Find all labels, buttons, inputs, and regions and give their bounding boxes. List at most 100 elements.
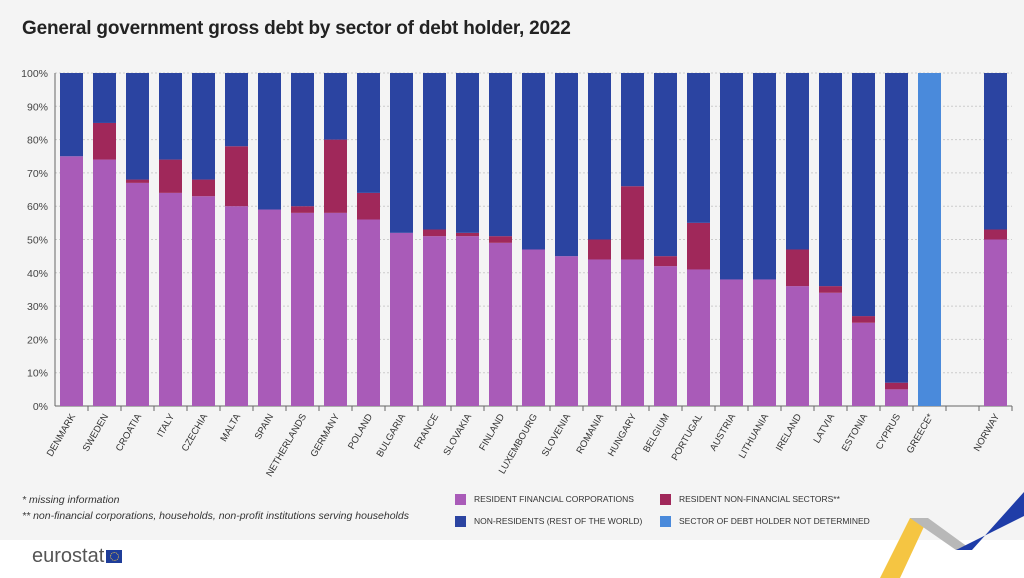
bar-segment-undetermined xyxy=(918,73,941,406)
bar-segment-nonresidents xyxy=(720,73,743,280)
bar-segment-financial xyxy=(390,232,413,406)
y-tick-label: 70% xyxy=(27,168,48,180)
legend-col-2: Resident non-financial sectors** Sector … xyxy=(660,488,870,532)
bar-segment-financial xyxy=(159,192,182,406)
bar-segment-financial xyxy=(720,279,743,406)
bar-segment-financial xyxy=(225,206,248,406)
bar-segment-nonfinancial xyxy=(687,222,710,270)
bar-segment-financial xyxy=(489,242,512,406)
y-tick-label: 80% xyxy=(27,135,48,147)
bar-segment-financial xyxy=(885,389,908,406)
bar-segment-nonfinancial xyxy=(588,239,611,260)
bar-segment-nonfinancial xyxy=(93,122,116,160)
bar-segment-financial xyxy=(93,159,116,406)
x-tick-label: SWEDEN xyxy=(81,412,111,454)
bar-segment-nonfinancial xyxy=(126,179,149,183)
bar-segment-nonresidents xyxy=(819,73,842,287)
bar-segment-nonfinancial xyxy=(357,192,380,220)
x-tick-label: HUNGARY xyxy=(606,411,640,458)
bar-segment-financial xyxy=(786,286,809,406)
bar-segment-financial xyxy=(456,236,479,406)
x-tick-label: FRANCE xyxy=(412,412,441,451)
bar-segment-nonresidents xyxy=(984,73,1007,230)
bar-segment-nonresidents xyxy=(588,73,611,240)
bar-segment-nonfinancial xyxy=(159,159,182,193)
y-tick-label: 90% xyxy=(27,101,48,113)
bar-segment-financial xyxy=(522,249,545,406)
bar-segment-nonresidents xyxy=(621,73,644,187)
y-tick-label: 0% xyxy=(33,401,48,413)
bar-segment-financial xyxy=(357,219,380,406)
bar-segment-nonresidents xyxy=(753,73,776,280)
x-tick-label: NORWAY xyxy=(972,411,1003,453)
x-tick-label: AUSTRIA xyxy=(708,411,738,453)
bar-segment-nonfinancial xyxy=(489,236,512,243)
x-tick-label: GERMANY xyxy=(309,411,343,459)
bar-segment-financial xyxy=(852,322,875,406)
bar-segment-nonresidents xyxy=(357,73,380,193)
y-tick-label: 60% xyxy=(27,201,48,213)
bar-segment-nonresidents xyxy=(324,73,347,140)
x-tick-label: SLOVENIA xyxy=(540,411,574,458)
legend-item-undetermined: Sector of debt holder not determined xyxy=(660,510,870,532)
bar-segment-nonresidents xyxy=(687,73,710,223)
x-tick-label: ITALY xyxy=(155,411,177,439)
bar-segment-nonresidents xyxy=(885,73,908,383)
bar-segment-financial xyxy=(588,259,611,406)
decorative-ribbon xyxy=(880,492,1024,578)
bar-segment-nonresidents xyxy=(654,73,677,257)
bar-segment-financial xyxy=(555,256,578,406)
bar-segment-nonfinancial xyxy=(225,146,248,207)
x-tick-label: CYPRUS xyxy=(874,412,903,452)
bar-segment-nonfinancial xyxy=(324,139,347,213)
eu-flag-icon xyxy=(106,550,123,563)
chart-title: General government gross debt by sector … xyxy=(22,18,571,39)
legend-swatch xyxy=(660,493,671,505)
bar-segment-nonresidents xyxy=(93,73,116,123)
bar-segment-nonfinancial xyxy=(423,229,446,237)
bar-segment-financial xyxy=(192,196,215,406)
x-tick-label: SPAIN xyxy=(253,412,276,442)
x-tick-label: PORTUGAL xyxy=(670,412,706,463)
y-tick-label: 50% xyxy=(27,235,48,247)
bar-segment-financial xyxy=(126,182,149,406)
y-tick-label: 40% xyxy=(27,268,48,280)
bar-segment-financial xyxy=(984,239,1007,406)
x-tick-label: LATVIA xyxy=(812,411,838,445)
x-tick-label: POLAND xyxy=(346,412,375,451)
x-tick-label: ROMANIA xyxy=(574,411,606,455)
bar-segment-financial xyxy=(258,209,281,406)
x-tick-label: BULGARIA xyxy=(375,411,409,459)
bar-segment-financial xyxy=(423,236,446,406)
x-tick-label: CROATIA xyxy=(114,411,145,453)
y-tick-label: 20% xyxy=(27,334,48,346)
y-tick-label: 10% xyxy=(27,368,48,380)
bar-segment-nonresidents xyxy=(423,73,446,230)
bar-segment-nonresidents xyxy=(522,73,545,250)
bar-segment-nonresidents xyxy=(786,73,809,250)
legend-item-nonfinancial: Resident non-financial sectors** xyxy=(660,488,870,510)
x-tick-label: LITHUANIA xyxy=(737,411,772,460)
bar-segment-financial xyxy=(291,212,314,406)
bar-segment-nonfinancial xyxy=(291,206,314,213)
bar-segment-nonresidents xyxy=(555,73,578,257)
bar-segment-nonfinancial xyxy=(456,232,479,237)
bar-segment-nonfinancial xyxy=(885,382,908,390)
legend-item-nonresidents: Non-residents (rest of the world) xyxy=(455,510,642,532)
bar-segment-financial xyxy=(60,156,83,406)
x-tick-label: MALTA xyxy=(218,411,243,443)
eurostat-logo[interactable]: eurostat xyxy=(32,545,123,568)
bar-segment-nonresidents xyxy=(60,73,83,157)
bar-segment-nonfinancial xyxy=(852,316,875,323)
y-tick-label: 30% xyxy=(27,301,48,313)
bar-segment-nonresidents xyxy=(456,73,479,233)
bar-segment-nonresidents xyxy=(852,73,875,317)
legend-swatch xyxy=(660,515,671,527)
bar-segment-nonresidents xyxy=(159,73,182,160)
x-tick-label: CZECHIA xyxy=(180,411,211,453)
bar-segment-nonresidents xyxy=(291,73,314,207)
bar-segment-financial xyxy=(687,269,710,406)
bar-segment-financial xyxy=(654,266,677,406)
bar-segment-nonresidents xyxy=(192,73,215,180)
bar-segment-nonresidents xyxy=(258,73,281,210)
